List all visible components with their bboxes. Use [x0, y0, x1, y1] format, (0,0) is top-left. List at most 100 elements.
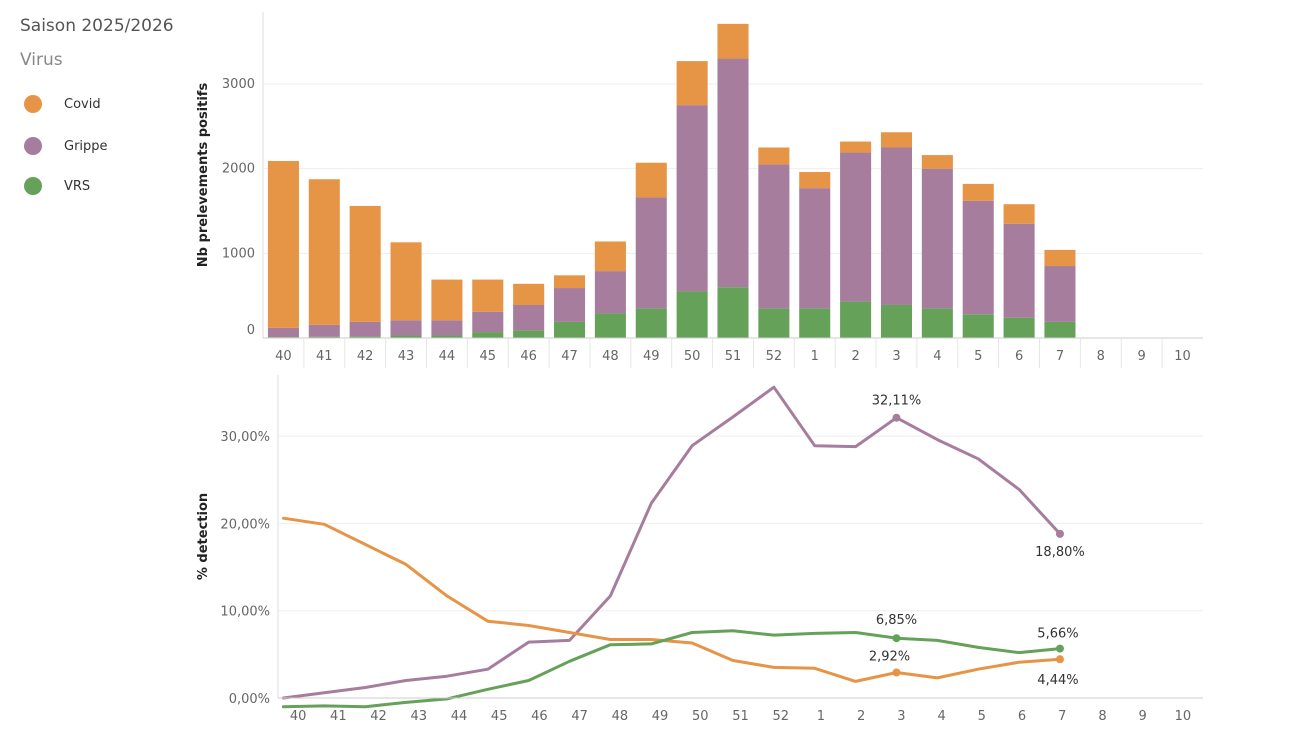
bar-grippe-50 [676, 105, 708, 292]
bar-grippe-41 [308, 324, 340, 337]
line-x-tick-label: 51 [732, 709, 749, 724]
bar-x-tick-label: 42 [357, 349, 374, 364]
bar-grippe-7 [1044, 266, 1076, 322]
line-y-axis-title: % detection [196, 493, 211, 580]
line-x-tick-label: 41 [330, 709, 347, 724]
bar-grippe-1 [799, 188, 831, 309]
bar-x-tick-label: 49 [643, 349, 660, 364]
bar-x-tick-label: 43 [398, 349, 415, 364]
bar-x-tick-label: 8 [1097, 349, 1105, 364]
line-x-tick-label: 4 [937, 709, 945, 724]
line-x-tick-label: 46 [531, 709, 548, 724]
bar-x-tick-label: 51 [725, 349, 742, 364]
bar-covid-40 [267, 161, 299, 328]
bar-covid-51 [717, 23, 749, 59]
bar-vrs-49 [635, 308, 667, 338]
legend-label-grippe: Grippe [64, 138, 108, 154]
line-marker-grippe-7 [1055, 529, 1064, 538]
legend-item-vrs[interactable]: VRS [24, 174, 90, 198]
line-data-label-covid-3: 2,92% [869, 650, 910, 665]
bar-x-tick-label: 3 [892, 349, 900, 364]
bar-grippe-44 [431, 320, 463, 336]
line-x-tick-label: 1 [817, 709, 825, 724]
bar-grippe-5 [962, 200, 994, 315]
line-x-tick-label: 8 [1098, 709, 1106, 724]
bar-vrs-45 [472, 332, 504, 338]
line-x-tick-label: 49 [652, 709, 669, 724]
legend-title: Saison 2025/2026 [20, 16, 174, 36]
bar-grippe-46 [513, 304, 545, 331]
line-marker-vrs-3 [892, 634, 901, 643]
bar-vrs-4 [921, 308, 953, 338]
bar-covid-47 [553, 275, 586, 289]
bar-vrs-46 [513, 330, 545, 338]
bar-vrs-1 [799, 308, 831, 338]
line-data-label-grippe-3: 32,11% [872, 394, 922, 409]
bar-vrs-52 [758, 308, 790, 338]
line-x-tick-label: 5 [978, 709, 986, 724]
bar-y-tick-label: 2000 [222, 162, 255, 177]
bar-grippe-2 [840, 152, 872, 302]
bar-x-tick-label: 47 [561, 349, 578, 364]
bar-vrs-41 [308, 336, 340, 338]
line-y-tick-label: 20,00% [220, 517, 270, 532]
bar-x-tick-label: 45 [480, 349, 497, 364]
vrs-dot-icon [24, 177, 42, 195]
bar-covid-52 [758, 147, 790, 165]
bar-covid-41 [308, 179, 340, 325]
bar-grippe-6 [1003, 223, 1035, 318]
bar-grippe-40 [267, 327, 299, 338]
bar-y-axis-title: Nb prelevements positifs [196, 83, 211, 268]
bar-vrs-48 [594, 313, 626, 338]
line-data-label-covid-7: 4,44% [1037, 673, 1078, 688]
line-x-tick-label: 44 [451, 709, 468, 724]
bar-grippe-48 [594, 271, 626, 314]
bar-covid-45 [472, 279, 504, 312]
bar-x-tick-label: 44 [439, 349, 456, 364]
bar-vrs-3 [880, 304, 913, 338]
bar-vrs-7 [1044, 321, 1076, 338]
bar-x-tick-label: 5 [974, 349, 982, 364]
line-x-tick-label: 40 [290, 709, 307, 724]
legend: Saison 2025/2026 Virus Covid Grippe VRS [0, 0, 190, 220]
legend-item-covid[interactable]: Covid [24, 92, 101, 116]
line-x-tick-label: 7 [1058, 709, 1066, 724]
legend-label-covid: Covid [64, 96, 101, 112]
line-y-tick-label: 10,00% [220, 605, 270, 620]
legend-label-vrs: VRS [64, 178, 91, 194]
line-x-tick-label: 6 [1018, 709, 1026, 724]
covid-dot-icon [24, 95, 42, 113]
bar-covid-6 [1003, 204, 1035, 224]
bar-vrs-44 [431, 335, 463, 338]
line-y-tick-label: 30,00% [220, 430, 270, 445]
bar-grippe-45 [472, 311, 504, 333]
bar-covid-50 [676, 61, 708, 106]
bar-grippe-52 [758, 164, 790, 309]
bar-covid-43 [390, 242, 422, 321]
bar-vrs-43 [390, 335, 422, 338]
legend-item-grippe[interactable]: Grippe [24, 134, 108, 158]
legend-subtitle: Virus [20, 50, 63, 70]
bar-covid-5 [962, 183, 994, 201]
bar-covid-7 [1044, 249, 1076, 267]
bar-x-tick-label: 2 [851, 349, 859, 364]
line-x-tick-label: 2 [857, 709, 865, 724]
bar-x-tick-label: 40 [275, 349, 292, 364]
line-series-grippe [281, 385, 1062, 700]
line-data-label-grippe-7: 18,80% [1035, 545, 1085, 560]
line-x-tick-label: 43 [410, 709, 427, 724]
bar-grippe-51 [717, 58, 749, 288]
line-data-label-vrs-7: 5,66% [1037, 627, 1078, 642]
bar-x-tick-label: 1 [811, 349, 819, 364]
bar-covid-48 [594, 241, 626, 272]
bar-x-tick-label: 48 [602, 349, 619, 364]
bar-x-tick-label: 10 [1174, 349, 1191, 364]
bar-x-tick-label: 7 [1056, 349, 1064, 364]
bar-vrs-2 [840, 301, 872, 338]
bar-y-tick-label: 1000 [222, 246, 255, 261]
line-x-tick-label: 42 [370, 709, 387, 724]
bar-grippe-47 [553, 288, 586, 322]
line-x-tick-label: 48 [612, 709, 629, 724]
bar-vrs-5 [962, 314, 994, 338]
line-x-tick-label: 52 [772, 709, 789, 724]
